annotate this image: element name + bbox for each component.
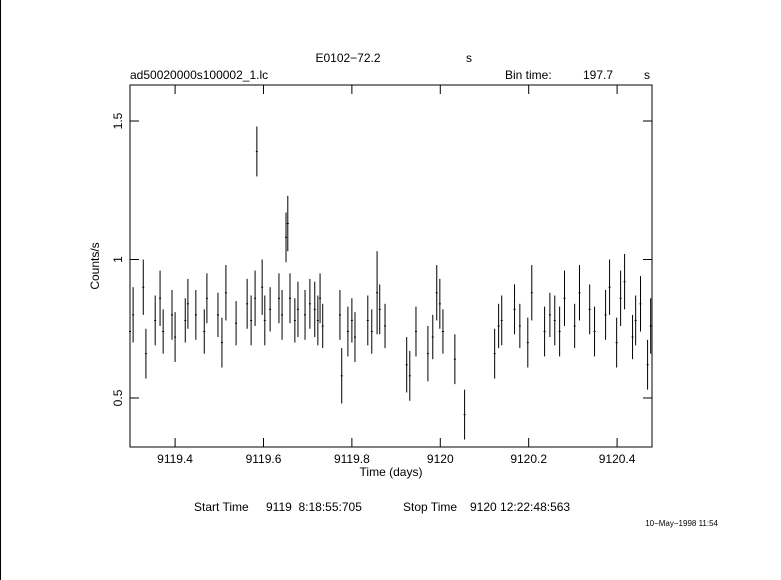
title-unit: s xyxy=(466,51,472,65)
start-label: Start Time xyxy=(194,500,249,514)
y-tick-label: 0.5 xyxy=(111,389,125,406)
start-time: 9119 8:18:55:705 xyxy=(266,500,362,514)
stop-time: 9120 12:22:48:563 xyxy=(470,500,570,514)
x-tick-label: 9120.2 xyxy=(510,452,547,466)
bin-time-unit: s xyxy=(644,68,650,82)
x-tick-label: 9120.4 xyxy=(599,452,636,466)
bin-time: 197.7 xyxy=(583,68,613,82)
bin-time-label: Bin time: xyxy=(505,68,552,82)
file-name: ad50020000s100002_1.lc xyxy=(130,68,268,82)
y-axis-label: Counts/s xyxy=(88,242,102,289)
x-axis-label: Time (days) xyxy=(360,465,423,479)
x-tick-label: 9119.4 xyxy=(157,452,193,466)
chart-title: E0102−72.2 xyxy=(315,51,380,65)
y-tick-label: 1 xyxy=(111,256,125,263)
timestamp: 10−May−1998 11:54 xyxy=(645,519,718,528)
x-tick-label: 9119.8 xyxy=(334,452,370,466)
x-tick-label: 9119.6 xyxy=(246,452,282,466)
x-tick-label: 9120 xyxy=(427,452,454,466)
plot-frame xyxy=(129,84,653,448)
stop-label: Stop Time xyxy=(403,500,457,514)
y-tick-label: 1.5 xyxy=(111,112,125,129)
